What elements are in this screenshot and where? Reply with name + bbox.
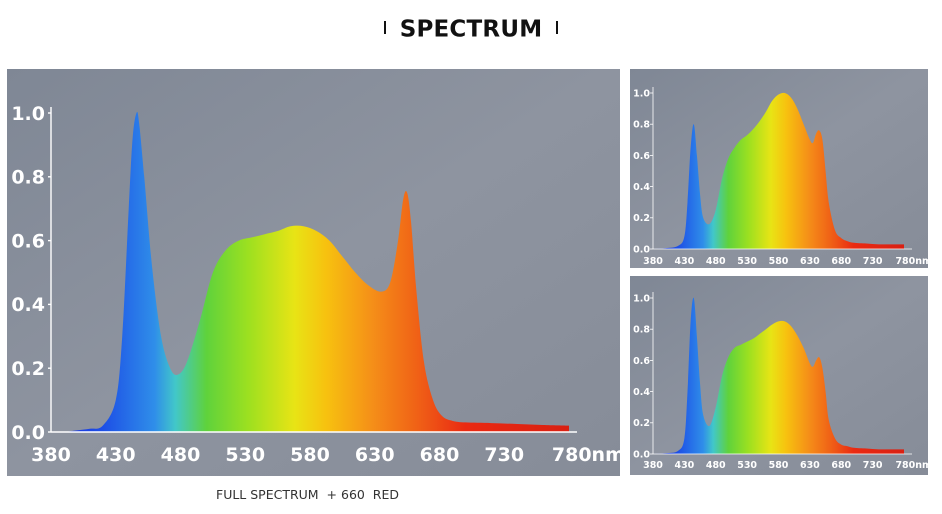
spectrum-area: [653, 92, 904, 249]
x-tick-label: 580: [290, 444, 330, 466]
x-tick-label: 730: [863, 256, 883, 267]
x-tick-label: 730: [484, 444, 524, 466]
y-tick-label: 0.0: [633, 449, 650, 460]
chart-caption: FULL SPECTRUM + 660 RED: [216, 487, 400, 502]
y-tick-label: 1.0: [633, 293, 650, 304]
page-title: SPECTRUM: [0, 16, 942, 43]
spectrum-area: [653, 297, 904, 454]
x-tick-label: 380: [31, 444, 71, 466]
y-tick-label: 0.8: [633, 325, 650, 336]
title-left-bar: [383, 21, 386, 34]
x-tick-label: 580: [769, 460, 789, 471]
x-tick-label: 680: [420, 444, 460, 466]
y-tick-label: 0.8: [633, 120, 650, 131]
x-tick-label: 430: [674, 460, 694, 471]
chart-svg-main: 0.0 0.2 0.4 0.6 0.8 1.0 380 430 480 530 580 630 680 7…: [7, 69, 620, 476]
y-tick-label: 0.4: [11, 294, 45, 316]
x-tick-label: 730: [863, 460, 883, 471]
x-tick-label: 780nm: [552, 444, 620, 466]
y-tick-label: 0.4: [633, 182, 650, 193]
x-tick-label: 530: [225, 444, 265, 466]
x-tick-label: 630: [800, 256, 820, 267]
y-tick-label: 0.2: [633, 213, 650, 224]
chart-svg-top-right: 0.0 0.2 0.4 0.6 0.8 1.0 380 430 480 530 580 630 680 7…: [630, 69, 928, 268]
spectrum-area: [51, 111, 569, 432]
y-tick-label: 0.0: [11, 422, 45, 444]
x-tick-label: 780nm: [895, 256, 928, 267]
x-tick-label: 580: [769, 256, 789, 267]
x-tick-label: 480: [706, 460, 726, 471]
y-tick-label: 0.6: [11, 230, 45, 252]
top-right-spectrum-chart: 0.0 0.2 0.4 0.6 0.8 1.0 380 430 480 530 580 630 680 7…: [630, 69, 928, 268]
y-tick-label: 1.0: [11, 103, 45, 125]
y-tick-label: 0.6: [633, 151, 650, 162]
bottom-right-spectrum-chart: 0.0 0.2 0.4 0.6 0.8 1.0 380 430 480 530 580 630 680 7…: [630, 276, 928, 475]
y-tick-label: 0.0: [633, 244, 650, 255]
x-tick-label: 380: [643, 460, 663, 471]
y-tick-label: 0.6: [633, 356, 650, 367]
x-tick-label: 430: [96, 444, 136, 466]
x-tick-label: 680: [831, 256, 851, 267]
x-tick-label: 480: [706, 256, 726, 267]
x-tick-label: 680: [831, 460, 851, 471]
y-tick-label: 0.2: [633, 418, 650, 429]
title-right-bar: [556, 21, 559, 34]
x-tick-label: 480: [161, 444, 201, 466]
y-tick-label: 0.4: [633, 387, 650, 398]
x-tick-label: 380: [643, 256, 663, 267]
x-tick-label: 530: [737, 256, 757, 267]
x-tick-label: 630: [355, 444, 395, 466]
x-tick-label: 630: [800, 460, 820, 471]
y-tick-label: 1.0: [633, 88, 650, 99]
chart-svg-bottom-right: 0.0 0.2 0.4 0.6 0.8 1.0 380 430 480 530 580 630 680 7…: [630, 276, 928, 475]
y-tick-label: 0.8: [11, 167, 45, 189]
x-tick-label: 430: [674, 256, 694, 267]
title-text: SPECTRUM: [399, 16, 543, 43]
x-tick-label: 530: [737, 460, 757, 471]
main-spectrum-chart: 0.0 0.2 0.4 0.6 0.8 1.0 380 430 480 530 580 630 680 7…: [7, 69, 620, 476]
x-tick-label: 780nm: [895, 460, 928, 471]
y-tick-label: 0.2: [11, 358, 45, 380]
